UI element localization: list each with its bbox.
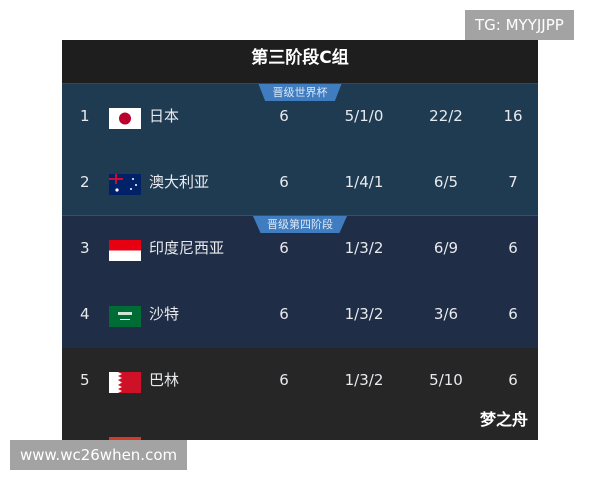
win-draw-loss: 1/3/2 xyxy=(344,305,384,323)
rank: 4 xyxy=(80,305,90,323)
team-name: 沙特 xyxy=(149,305,180,323)
section-eliminated xyxy=(62,348,538,440)
goals-for-against: 6/5 xyxy=(433,173,459,191)
team-name: 日本 xyxy=(149,107,180,125)
table-row[interactable]: 5 巴林 6 1/3/2 5/10 6 xyxy=(62,365,538,395)
watermark-top: TG: MYYJJPP xyxy=(465,10,574,40)
goals-for-against: 22/2 xyxy=(429,107,463,125)
games-played: 6 xyxy=(279,371,289,389)
rank: 3 xyxy=(80,239,90,257)
win-draw-loss: 1/4/1 xyxy=(344,173,384,191)
team-name: 巴林 xyxy=(149,371,180,389)
australia-flag-icon xyxy=(109,174,141,195)
points: 6 xyxy=(508,305,518,323)
indonesia-flag-icon xyxy=(109,240,141,261)
games-played: 6 xyxy=(279,239,289,257)
goals-for-against: 5/10 xyxy=(429,371,463,389)
section-badge: 晋级第四阶段 xyxy=(253,216,347,233)
rank: 2 xyxy=(80,173,90,191)
watermark-bottom: www.wc26when.com xyxy=(10,440,188,470)
table-row[interactable]: 2 澳大利亚 6 1/4/1 6/5 7 xyxy=(62,167,538,197)
standings-panel: 第三阶段C组 晋级世界杯 晋级第四阶段 1 日本 6 5/1/0 22/2 16… xyxy=(62,40,538,440)
games-played: 6 xyxy=(279,173,289,191)
section-badge: 晋级世界杯 xyxy=(258,84,342,101)
table-row[interactable]: 3 印度尼西亚 6 1/3/2 6/9 6 xyxy=(62,233,538,263)
win-draw-loss: 5/1/0 xyxy=(344,107,384,125)
team-name: 印度尼西亚 xyxy=(149,239,225,257)
table-row[interactable]: 1 日本 6 5/1/0 22/2 16 xyxy=(62,101,538,131)
saudi-flag-icon xyxy=(109,306,141,327)
goals-for-against: 3/6 xyxy=(433,305,459,323)
points: 16 xyxy=(503,107,523,125)
japan-flag-icon xyxy=(109,108,141,129)
team-name: 澳大利亚 xyxy=(149,173,210,191)
points: 6 xyxy=(508,371,518,389)
rank: 5 xyxy=(80,371,90,389)
group-title: 第三阶段C组 xyxy=(62,40,538,83)
table-row[interactable]: 4 沙特 6 1/3/2 3/6 6 xyxy=(62,299,538,329)
games-played: 6 xyxy=(279,305,289,323)
points: 7 xyxy=(508,173,518,191)
bahrain-flag-icon xyxy=(109,372,141,393)
win-draw-loss: 1/3/2 xyxy=(344,239,384,257)
games-played: 6 xyxy=(279,107,289,125)
section-qualify-fourth-stage: 晋级第四阶段 xyxy=(62,215,538,348)
points: 6 xyxy=(508,239,518,257)
win-draw-loss: 1/3/2 xyxy=(344,371,384,389)
section-qualify-worldcup: 晋级世界杯 xyxy=(62,83,538,215)
rank: 1 xyxy=(80,107,90,125)
china-flag-partial xyxy=(109,437,141,440)
goals-for-against: 6/9 xyxy=(433,239,459,257)
author-signature: 梦之舟 xyxy=(479,410,528,429)
